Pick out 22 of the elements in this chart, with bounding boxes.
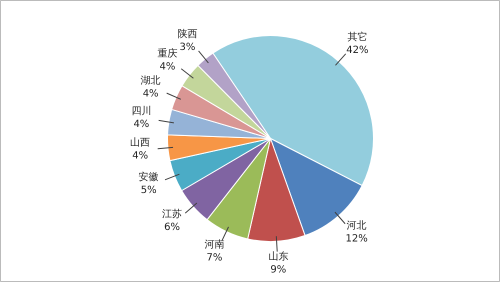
slice-label: 河北 (346, 220, 367, 232)
data-label: 6% (164, 222, 180, 233)
data-label: 5% (140, 184, 157, 196)
data-label: 4% (132, 150, 148, 162)
data-label: 42% (346, 45, 368, 56)
slice-label: 陕西 (177, 28, 198, 40)
data-label: 12% (346, 234, 368, 245)
data-label: 3% (180, 42, 196, 53)
data-label: 4% (159, 62, 176, 73)
slice-label: 山西 (130, 136, 150, 148)
slice-label: 江苏 (162, 208, 182, 220)
slice-label: 安徽 (138, 170, 159, 183)
slice-label: 湖北 (140, 74, 161, 87)
slice-label: 河南 (204, 238, 224, 251)
data-label: 4% (142, 88, 159, 100)
data-label: 7% (206, 252, 222, 264)
slice-label: 山东 (268, 250, 288, 262)
data-label: 4% (133, 118, 150, 130)
slice-label: 四川 (131, 104, 152, 117)
data-label: 9% (270, 264, 286, 276)
slice-label: 重庆 (157, 48, 178, 60)
slice-label: 其它 (347, 31, 368, 44)
